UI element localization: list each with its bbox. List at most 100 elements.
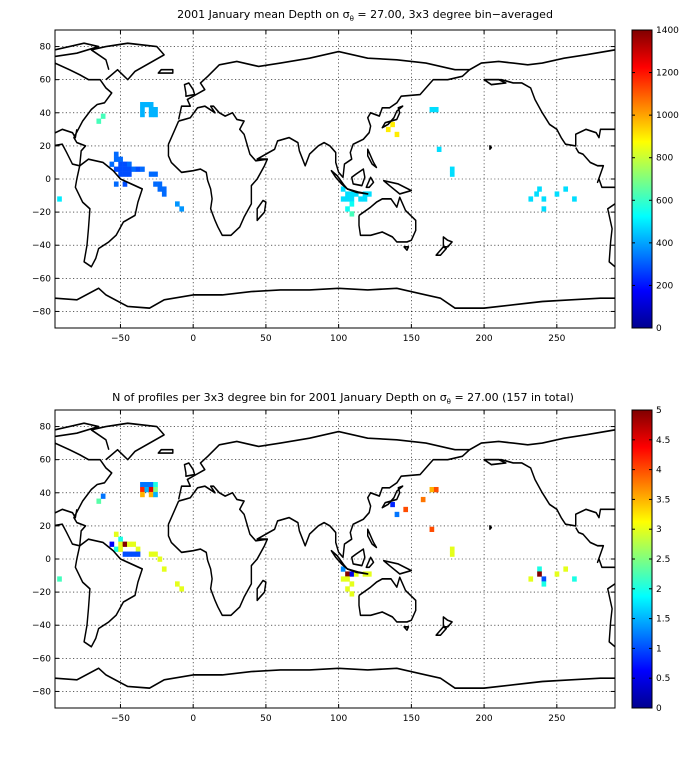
title-mean-depth-pre: 2001 January mean Depth on σ — [177, 8, 350, 21]
bin-cell — [57, 576, 62, 582]
bin-cell — [96, 118, 102, 124]
y-tick-label: 20 — [40, 142, 52, 152]
bin-cell — [100, 493, 106, 499]
colorbar-profile-count: 5 4.5 4 3.5 3 2.5 2 1.5 1 0.5 0 — [631, 406, 670, 714]
bin-cell — [403, 506, 409, 513]
bin-cell — [429, 486, 435, 493]
colorbar-tick-label: 0 — [656, 324, 662, 334]
bin-cell — [429, 106, 435, 113]
x-tick-label: −50 — [111, 714, 130, 724]
colorbar-tick-label: 800 — [656, 154, 673, 164]
bin-cell — [153, 106, 158, 113]
bin-cell — [144, 482, 150, 488]
x-tick-label: 200 — [475, 714, 492, 724]
bin-cell — [127, 541, 132, 547]
panel-profile-count: N of profiles per 3x3 degree bin for 200… — [32, 391, 670, 724]
bin-cell — [340, 196, 346, 202]
bin-cell — [340, 566, 346, 572]
x-tick-label: 250 — [548, 334, 565, 344]
colorbar-tick-label: 400 — [656, 239, 673, 249]
bin-cell — [118, 161, 123, 167]
bin-cell — [161, 191, 167, 197]
bin-cell — [175, 201, 180, 207]
x-tick-label: 0 — [190, 714, 196, 724]
bin-cell — [148, 102, 154, 108]
bin-cell — [554, 191, 560, 197]
title-profile-count-sub: θ — [447, 398, 451, 406]
bin-cell — [118, 541, 123, 547]
x-tick-label: 100 — [330, 334, 347, 344]
x-tick-label: −50 — [111, 334, 130, 344]
bin-cell — [345, 571, 350, 577]
bin-cell — [433, 106, 439, 113]
bin-cell — [345, 191, 350, 197]
bin-cell — [353, 191, 359, 197]
colorbar-tick-label: 1 — [656, 644, 662, 654]
bin-cell — [157, 186, 163, 192]
y-tick-label: −80 — [32, 307, 51, 317]
bin-cell — [109, 161, 115, 167]
bin-cell — [449, 546, 455, 552]
x-tick-label: 50 — [260, 714, 272, 724]
bin-cell — [127, 171, 132, 177]
bin-cell — [345, 576, 350, 582]
bin-cell — [148, 491, 154, 498]
y-tick-label: 60 — [40, 456, 52, 466]
bin-cell — [390, 121, 395, 128]
bin-cell — [118, 156, 123, 162]
bin-cell — [148, 482, 154, 488]
bin-cell — [100, 113, 106, 119]
bin-cell — [148, 486, 154, 493]
colorbar-tick-label: 1200 — [656, 69, 679, 79]
bin-cell — [96, 498, 102, 504]
bin-cell — [349, 581, 355, 587]
bin-cell — [541, 206, 547, 212]
bin-cell — [429, 526, 435, 532]
bin-cell — [113, 156, 119, 162]
bin-cell — [153, 491, 158, 498]
y-tick-label: −60 — [32, 654, 51, 664]
bin-cell — [140, 111, 145, 118]
x-tick-label: 0 — [190, 334, 196, 344]
bin-cell — [122, 541, 128, 547]
x-tick-label: 50 — [260, 334, 272, 344]
bin-cell — [127, 551, 132, 557]
bin-cell — [449, 551, 455, 557]
bin-cell — [122, 171, 128, 177]
bin-cell — [127, 161, 132, 167]
colorbar-tick-label: 5 — [656, 406, 662, 416]
bin-cell — [118, 546, 123, 552]
bin-cell — [131, 551, 137, 557]
bin-cell — [537, 186, 542, 192]
bin-cell — [122, 551, 128, 557]
colorbar-tick-label: 1.5 — [656, 615, 670, 625]
colorbar-tick-label: 0.5 — [656, 674, 670, 684]
colorbar-tick-label: 2 — [656, 585, 662, 595]
bin-cell — [390, 501, 395, 508]
y-tick-label: 0 — [45, 175, 51, 185]
y-tick-label: 40 — [40, 489, 52, 499]
panel-title-profile-count: N of profiles per 3x3 degree bin for 200… — [112, 391, 574, 406]
y-tick-label: −60 — [32, 274, 51, 284]
bin-cell — [57, 196, 62, 202]
bin-cell — [157, 556, 163, 562]
bin-cell — [144, 486, 150, 493]
bin-cell — [394, 131, 400, 138]
y-tick-label: 80 — [40, 423, 52, 433]
coastline — [55, 42, 615, 309]
bin-cell — [153, 111, 158, 118]
bin-cell — [554, 571, 560, 577]
bin-cell — [118, 536, 123, 542]
colorbar-tick-label: 600 — [656, 196, 673, 206]
colorbar-tick-label: 4.5 — [656, 436, 670, 446]
title-profile-count-post: = 27.00 (157 in total) — [451, 391, 574, 404]
bin-cell — [563, 186, 569, 192]
panel-mean-depth: 2001 January mean Depth on σθ = 27.00, 3… — [32, 8, 679, 344]
y-tick-label: 80 — [40, 43, 52, 53]
colorbar-tick-label: 200 — [656, 281, 673, 291]
bin-cell — [140, 166, 145, 172]
bin-cell — [140, 102, 145, 108]
bin-cell — [534, 191, 539, 197]
